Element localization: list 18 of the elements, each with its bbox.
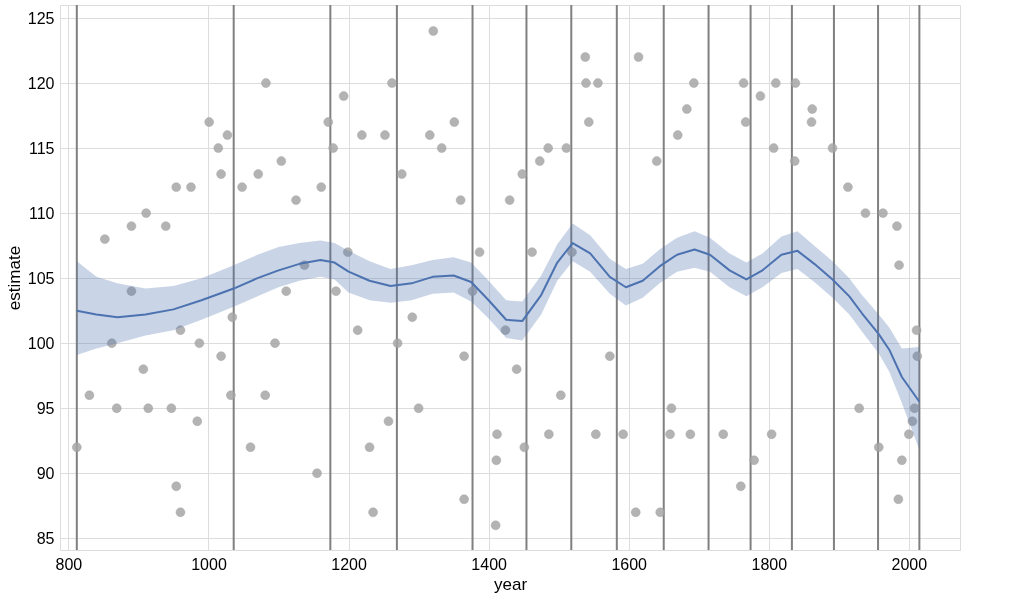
y-tick-label: 115	[28, 139, 55, 157]
y-tick-label: 95	[36, 399, 55, 417]
x-tick-label: 2000	[891, 555, 928, 573]
y-tick-label: 85	[36, 529, 55, 547]
x-tick-label: 1200	[331, 555, 367, 573]
x-tick-label: 1800	[751, 555, 788, 573]
x-tick-label: 1400	[471, 555, 508, 573]
y-tick-label: 110	[28, 204, 55, 222]
y-tick-label: 105	[27, 269, 55, 287]
x-tick-label: 1000	[191, 555, 227, 573]
x-tick-label: 800	[55, 555, 83, 573]
y-tick-label: 120	[27, 74, 55, 92]
y-axis-title: estimate	[4, 245, 24, 311]
x-axis-title: year	[493, 574, 528, 594]
y-tick-label: 125	[27, 9, 55, 27]
y-tick-label: 100	[27, 334, 55, 352]
x-tick-label: 1600	[611, 555, 648, 573]
y-tick-label: 90	[36, 464, 55, 482]
